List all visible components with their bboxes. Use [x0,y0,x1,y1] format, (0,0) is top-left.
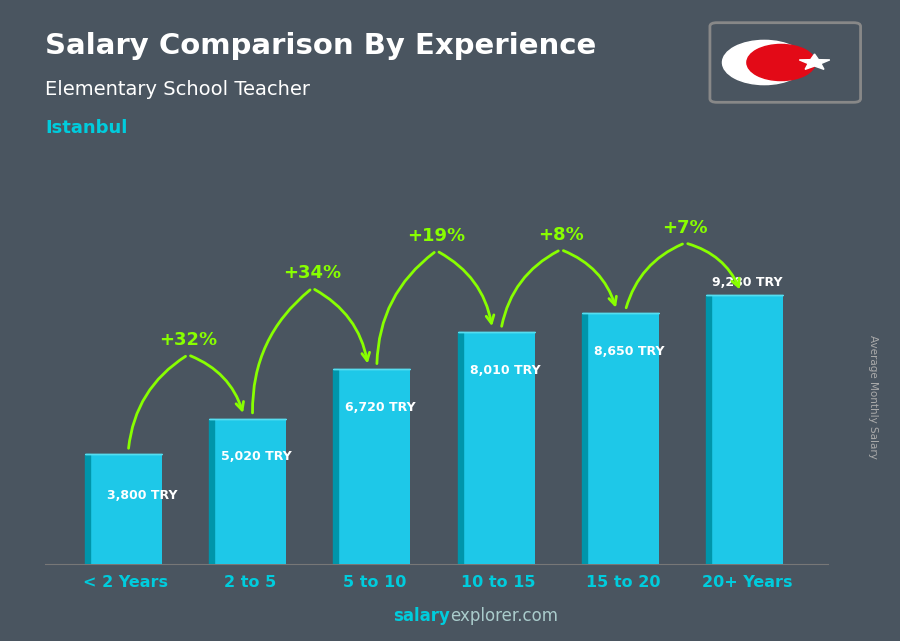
FancyArrowPatch shape [253,290,310,413]
Text: 3,800 TRY: 3,800 TRY [107,488,177,502]
Polygon shape [706,295,711,564]
Circle shape [747,44,815,81]
FancyArrowPatch shape [315,290,370,361]
FancyArrowPatch shape [191,356,244,410]
Bar [587,313,659,564]
FancyArrowPatch shape [688,244,739,287]
Circle shape [723,40,806,85]
Polygon shape [581,313,587,564]
Bar [338,369,410,564]
Polygon shape [209,419,214,564]
Text: 8,650 TRY: 8,650 TRY [594,345,664,358]
FancyArrowPatch shape [501,251,558,326]
FancyArrowPatch shape [626,244,682,308]
Bar [214,419,286,564]
Text: salary: salary [393,607,450,625]
Text: Average Monthly Salary: Average Monthly Salary [868,335,878,460]
FancyArrowPatch shape [129,356,185,448]
FancyArrowPatch shape [563,251,616,305]
Polygon shape [799,54,830,69]
Text: 6,720 TRY: 6,720 TRY [346,401,416,414]
Text: +7%: +7% [662,219,708,237]
Bar [463,332,535,564]
Text: Elementary School Teacher: Elementary School Teacher [45,80,310,99]
Text: +8%: +8% [538,226,584,244]
Text: explorer.com: explorer.com [450,607,558,625]
Bar [90,454,162,564]
FancyArrowPatch shape [377,253,435,363]
Text: 5,020 TRY: 5,020 TRY [220,451,292,463]
Polygon shape [333,369,338,564]
Text: +32%: +32% [159,331,217,349]
Text: Salary Comparison By Experience: Salary Comparison By Experience [45,32,596,60]
Text: +34%: +34% [284,264,341,282]
Polygon shape [457,332,463,564]
Polygon shape [85,454,90,564]
Text: Istanbul: Istanbul [45,119,128,137]
Text: +19%: +19% [408,227,465,245]
Bar [711,295,783,564]
Text: 8,010 TRY: 8,010 TRY [470,364,540,377]
Text: 9,280 TRY: 9,280 TRY [712,276,782,289]
FancyArrowPatch shape [439,252,494,323]
